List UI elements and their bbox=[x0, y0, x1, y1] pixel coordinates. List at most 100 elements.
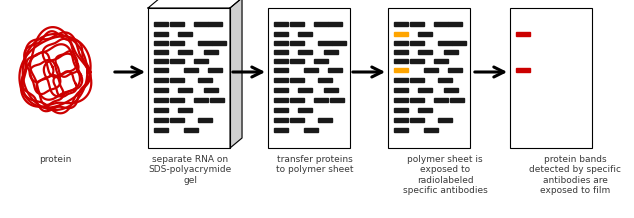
Bar bbox=[194, 59, 208, 63]
Bar bbox=[154, 78, 168, 82]
Bar bbox=[448, 68, 462, 72]
Bar bbox=[154, 50, 168, 54]
Bar bbox=[154, 98, 168, 102]
Bar bbox=[154, 88, 168, 92]
Bar bbox=[394, 22, 408, 26]
Bar bbox=[178, 50, 192, 54]
Bar bbox=[274, 98, 288, 102]
Bar bbox=[410, 41, 424, 45]
Bar bbox=[314, 98, 328, 102]
Bar bbox=[154, 118, 168, 122]
Bar bbox=[328, 22, 342, 26]
Bar bbox=[394, 78, 408, 82]
Bar bbox=[178, 32, 192, 36]
Bar bbox=[298, 50, 312, 54]
Bar bbox=[194, 98, 208, 102]
Bar bbox=[434, 22, 448, 26]
Bar bbox=[178, 108, 192, 112]
Bar bbox=[424, 68, 438, 72]
Bar bbox=[314, 22, 328, 26]
Bar bbox=[154, 41, 168, 45]
Bar bbox=[274, 78, 288, 82]
Text: separate RNA on
SDS-polyacrymide
gel: separate RNA on SDS-polyacrymide gel bbox=[148, 155, 231, 185]
Bar bbox=[410, 59, 424, 63]
Bar bbox=[204, 50, 218, 54]
Bar bbox=[410, 118, 424, 122]
Bar bbox=[394, 41, 408, 45]
Bar bbox=[148, 8, 230, 148]
Bar bbox=[332, 41, 346, 45]
Bar bbox=[328, 68, 342, 72]
Text: transfer proteins
to polymer sheet: transfer proteins to polymer sheet bbox=[276, 155, 354, 174]
Bar bbox=[418, 32, 432, 36]
Bar bbox=[170, 78, 184, 82]
Bar bbox=[274, 68, 288, 72]
Bar bbox=[304, 128, 318, 132]
Bar bbox=[290, 98, 304, 102]
Bar bbox=[170, 98, 184, 102]
Bar bbox=[274, 41, 288, 45]
Bar bbox=[394, 59, 408, 63]
Bar bbox=[410, 22, 424, 26]
Bar bbox=[410, 98, 424, 102]
Bar bbox=[268, 8, 350, 148]
Bar bbox=[434, 59, 448, 63]
Bar bbox=[444, 50, 458, 54]
Bar bbox=[394, 118, 408, 122]
Bar bbox=[274, 59, 288, 63]
Text: protein bands
detected by specific
antibodies are
exposed to film: protein bands detected by specific antib… bbox=[529, 155, 621, 195]
Bar bbox=[418, 50, 432, 54]
Bar bbox=[516, 32, 530, 36]
Bar bbox=[510, 8, 592, 148]
Bar bbox=[274, 118, 288, 122]
Bar bbox=[198, 78, 212, 82]
Bar bbox=[410, 78, 424, 82]
Bar bbox=[274, 22, 288, 26]
Bar bbox=[394, 32, 408, 36]
Bar bbox=[290, 59, 304, 63]
Bar bbox=[212, 41, 226, 45]
Bar bbox=[318, 41, 332, 45]
Bar bbox=[394, 108, 408, 112]
Bar bbox=[184, 68, 198, 72]
Bar bbox=[418, 108, 432, 112]
Bar bbox=[208, 68, 222, 72]
Text: polymer sheet is
exposed to
radiolabeled
specific antibodies: polymer sheet is exposed to radiolabeled… bbox=[403, 155, 488, 195]
Bar bbox=[298, 108, 312, 112]
Bar bbox=[154, 108, 168, 112]
Bar bbox=[438, 41, 452, 45]
Bar bbox=[318, 78, 332, 82]
Text: protein: protein bbox=[39, 155, 71, 164]
Polygon shape bbox=[230, 0, 242, 148]
Bar bbox=[170, 59, 184, 63]
Bar bbox=[444, 88, 458, 92]
Bar bbox=[304, 68, 318, 72]
Bar bbox=[424, 128, 438, 132]
Bar bbox=[324, 88, 338, 92]
Bar bbox=[314, 59, 328, 63]
Bar bbox=[154, 128, 168, 132]
Bar bbox=[178, 88, 192, 92]
Bar bbox=[450, 98, 464, 102]
Bar bbox=[274, 50, 288, 54]
Bar bbox=[290, 78, 304, 82]
Bar bbox=[290, 22, 304, 26]
Bar bbox=[194, 22, 208, 26]
Bar bbox=[290, 118, 304, 122]
Bar bbox=[154, 22, 168, 26]
Bar bbox=[434, 98, 448, 102]
Bar bbox=[388, 8, 470, 148]
Bar bbox=[208, 22, 222, 26]
Polygon shape bbox=[148, 0, 242, 8]
Bar bbox=[448, 22, 462, 26]
Bar bbox=[516, 68, 530, 72]
Bar bbox=[394, 50, 408, 54]
Bar bbox=[394, 98, 408, 102]
Bar bbox=[324, 50, 338, 54]
Bar bbox=[394, 128, 408, 132]
Bar bbox=[204, 88, 218, 92]
Bar bbox=[394, 68, 408, 72]
Bar bbox=[154, 68, 168, 72]
Bar bbox=[274, 32, 288, 36]
Bar bbox=[274, 128, 288, 132]
